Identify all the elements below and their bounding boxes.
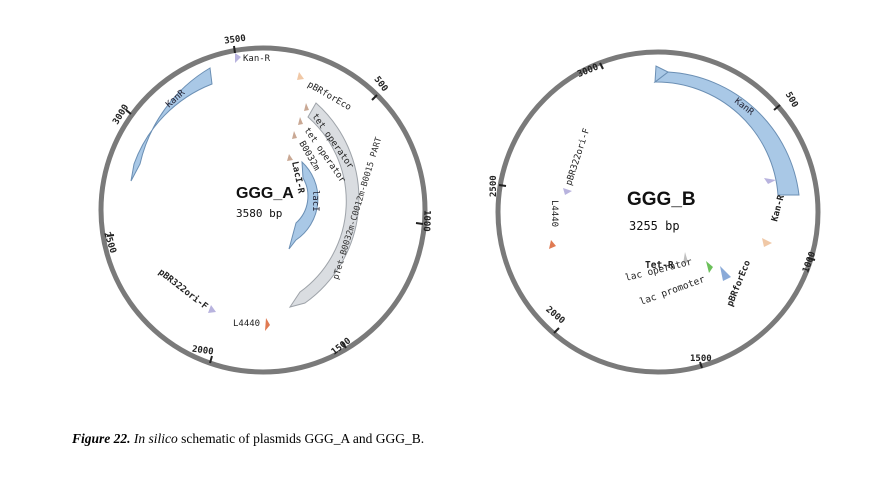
feature-kanr-arrow-a <box>130 67 213 182</box>
tick-label-1000-b: 1000 <box>801 251 818 275</box>
primer-l4440-label-a: L4440 <box>233 319 260 329</box>
plasmid-b-ticks <box>498 62 816 369</box>
caption-text: schematic of plasmids GGG_A and GGG_B. <box>177 431 425 446</box>
feature-b0032m-marker <box>292 131 297 139</box>
feature-kanr-arrowhead-b <box>654 65 669 84</box>
plasmid-b-backbone-ring <box>495 49 821 375</box>
plasmid-a-name: GGG_A <box>236 185 294 202</box>
plasmid-map-ggg-a: 3500 500 1000 1500 2000 2500 3000 KanR K… <box>98 34 432 375</box>
primer-l4440-label-b: L4440 <box>549 200 559 227</box>
plasmid-map-ggg-b: 3000 500 1000 1500 2000 2500 KanR Kan-R … <box>489 49 821 375</box>
primer-pbr322ori-f-marker-b <box>563 188 572 195</box>
primer-pbrforeco-marker-b <box>762 238 772 247</box>
tick-label-500-b: 500 <box>783 90 800 109</box>
tick-label-3500: 3500 <box>224 34 247 47</box>
tick-mark <box>125 109 132 115</box>
primer-laci-r-marker <box>287 154 293 161</box>
feature-lac-operator-marker <box>706 261 713 273</box>
primer-pbrforeco-label-b: pBRforEco <box>726 259 754 308</box>
plasmid-a-backbone-ring <box>98 45 428 375</box>
primer-pbr322ori-f-label-a: pBR322ori-F <box>156 267 210 312</box>
figure-caption: Figure 22. In silico schematic of plasmi… <box>72 431 424 447</box>
primer-pbr322ori-f-marker-a <box>208 305 216 313</box>
tick-label-1000: 1000 <box>421 210 432 232</box>
tick-mark <box>699 361 703 369</box>
tick-mark <box>553 327 560 334</box>
primer-kan-r-label-b: Kan-R <box>770 193 787 222</box>
tick-label-2500-b: 2500 <box>489 175 499 197</box>
tick-label-3000-b: 3000 <box>576 63 600 80</box>
feature-tet-operator-2-marker <box>298 117 303 125</box>
tick-mark <box>106 234 115 237</box>
feature-laci-arrow <box>288 160 319 250</box>
feature-insert-arc <box>288 102 360 308</box>
tick-mark <box>415 222 424 225</box>
feature-lac-promoter-marker <box>720 266 731 281</box>
tick-label-2000-b: 2000 <box>543 305 566 327</box>
plasmid-b-name: GGG_B <box>627 189 696 210</box>
primer-pbrforeco-marker-a <box>297 72 304 80</box>
tick-mark <box>233 45 236 54</box>
tick-label-2000: 2000 <box>191 345 214 358</box>
feature-laci-label: lacI <box>310 190 320 212</box>
primer-pbr322ori-f-label-b: pBR322ori-F <box>564 127 592 187</box>
primer-kan-r-label-a: Kan-R <box>243 54 271 64</box>
feature-lac-promoter-label: lac promoter <box>638 274 707 308</box>
tick-mark <box>498 184 507 187</box>
primer-tet-r-marker <box>683 252 688 264</box>
plasmid-a-size: 3580 bp <box>236 207 282 220</box>
primer-tet-r-label: Tet-R <box>645 260 674 271</box>
tick-mark <box>371 94 378 101</box>
figure-number: Figure 22. <box>72 431 131 446</box>
primer-l4440-marker-b <box>549 240 556 249</box>
plasmid-b-size: 3255 bp <box>629 219 680 233</box>
tick-mark <box>599 62 604 70</box>
tick-mark <box>773 104 781 111</box>
primer-kan-r-marker-a <box>235 53 241 63</box>
primer-kan-r-marker-b <box>764 178 776 184</box>
primer-l4440-marker-a <box>265 318 270 331</box>
tick-mark <box>341 341 347 349</box>
feature-kanr-arrow-b <box>653 71 800 196</box>
feature-tet-operator-1-marker <box>304 103 309 111</box>
tick-label-1500-b: 1500 <box>690 354 712 364</box>
caption-italic: In silico <box>133 431 178 446</box>
tick-mark <box>209 355 213 364</box>
plasmid-a-ticks <box>106 45 424 364</box>
tick-mark <box>807 257 816 261</box>
